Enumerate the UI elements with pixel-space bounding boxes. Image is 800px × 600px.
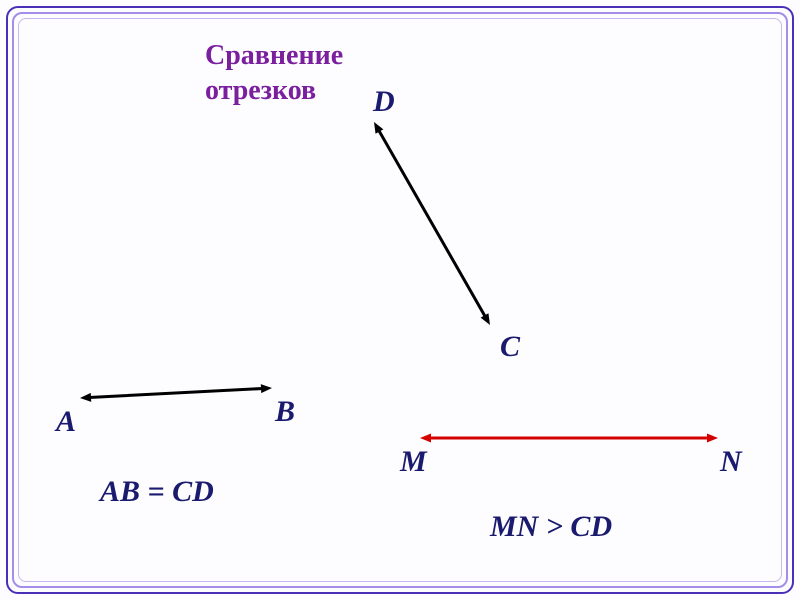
label-N: N xyxy=(720,445,742,479)
label-B: B xyxy=(275,395,295,429)
diagram-canvas: Сравнение отрезков A B C D M N АВ = СD M… xyxy=(0,0,800,600)
label-D: D xyxy=(373,85,395,119)
label-C: C xyxy=(500,330,520,364)
title-line2: отрезков xyxy=(205,75,316,107)
segments-svg xyxy=(0,0,800,600)
title-line1: Сравнение xyxy=(205,40,343,72)
label-M: M xyxy=(400,445,427,479)
equation-MN-CD: MN > СD xyxy=(490,510,612,544)
equation-AB-CD: АВ = СD xyxy=(100,475,214,509)
label-A: A xyxy=(56,405,76,439)
